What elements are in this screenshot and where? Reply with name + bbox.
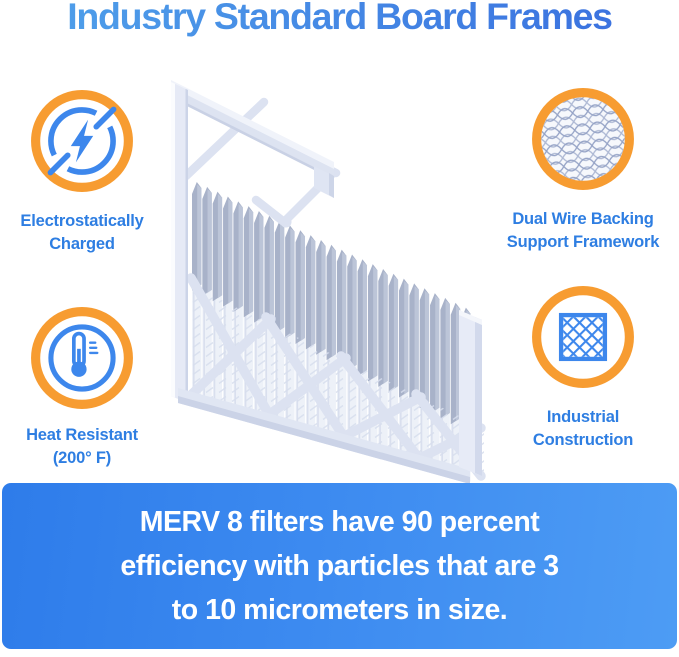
lightning-icon — [29, 88, 135, 194]
banner-line: to 10 micrometers in size. — [171, 594, 508, 626]
feature-label: Heat Resistant (200° F) — [26, 424, 138, 470]
feature-label-line: Charged — [49, 235, 115, 253]
feature-industrial-construction: Industrial Construction — [500, 284, 666, 452]
lattice-grid-icon — [530, 284, 636, 390]
feature-label-line: Dual Wire Backing — [512, 210, 654, 228]
pleated-filter-illustration — [171, 80, 486, 484]
feature-label-line: Construction — [532, 431, 634, 449]
wire-mesh-icon — [530, 86, 636, 192]
banner-line: MERV 8 filters have 90 percent — [139, 506, 540, 538]
feature-electrostatically-charged: Electrostatically Charged — [6, 88, 158, 256]
thermometer-icon — [29, 305, 135, 411]
feature-label: Dual Wire Backing Support Framework — [506, 208, 660, 254]
page-title: Industry Standard Board Frames — [0, 0, 679, 40]
air-filter-product-image — [166, 70, 506, 486]
feature-label: Electrostatically Charged — [20, 210, 143, 256]
feature-label-line: Industrial — [546, 408, 620, 426]
merv-info-banner: MERV 8 filters have 90 percent efficienc… — [2, 483, 677, 649]
feature-label-line: Electrostatically — [20, 212, 144, 230]
board-frame — [171, 80, 482, 484]
feature-label: Industrial Construction — [533, 406, 633, 452]
feature-dual-wire-backing: Dual Wire Backing Support Framework — [500, 86, 666, 254]
feature-label-line: Support Framework — [506, 233, 660, 251]
feature-label-line: Heat Resistant — [26, 426, 138, 444]
feature-label-line: (200° F) — [52, 449, 112, 467]
banner-line: efficiency with particles that are 3 — [120, 550, 559, 582]
feature-heat-resistant: Heat Resistant (200° F) — [6, 305, 158, 470]
